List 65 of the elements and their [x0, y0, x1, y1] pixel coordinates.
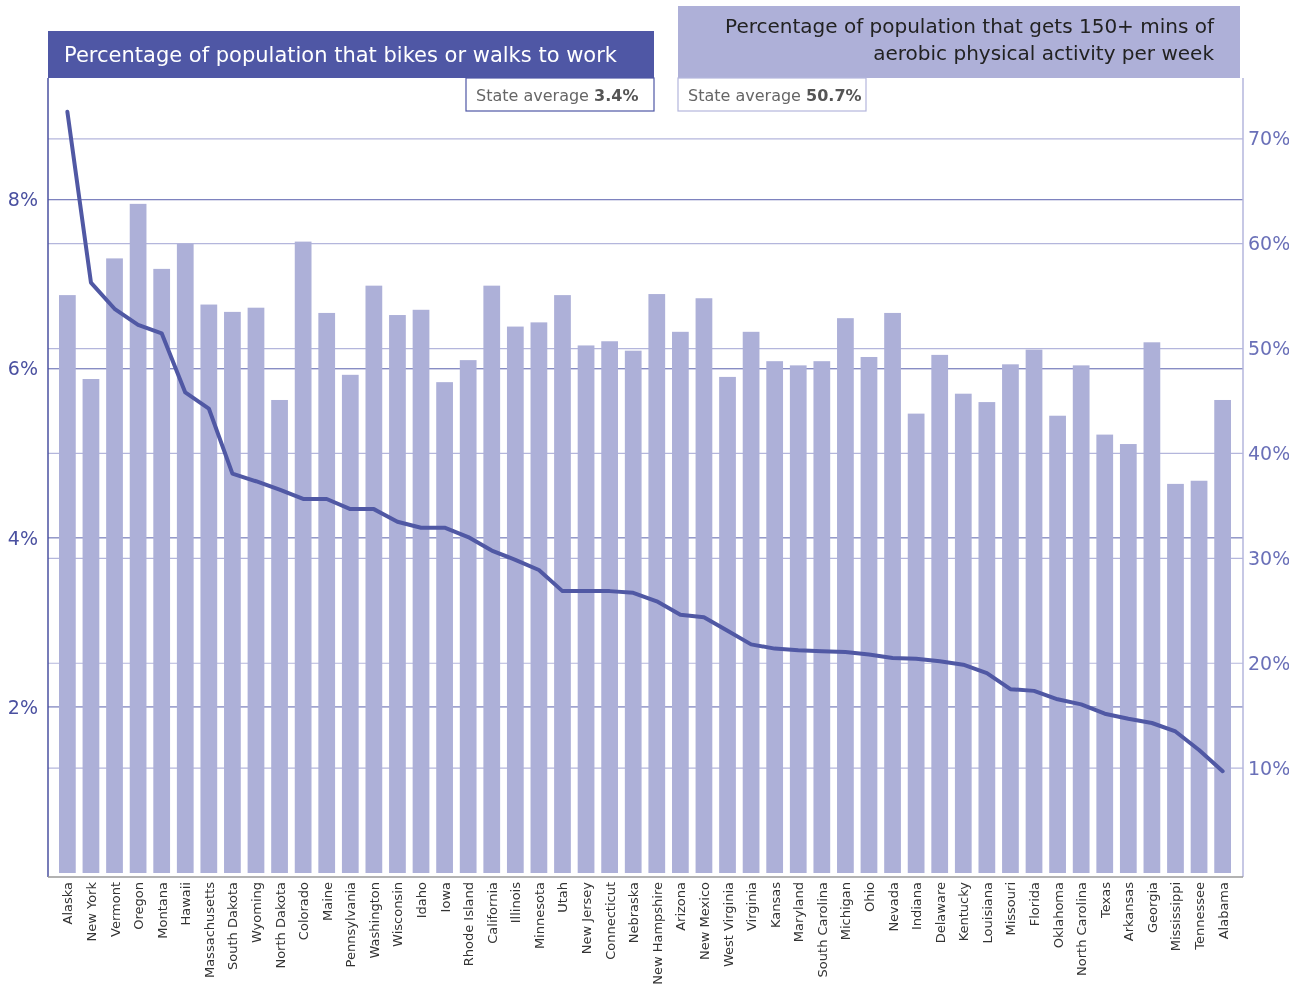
x-tick-label: California	[484, 882, 500, 944]
x-tick-label: Minnesota	[531, 882, 547, 950]
annotation: State average 3.4%	[476, 86, 639, 105]
x-tick-label: Michigan	[838, 882, 854, 941]
y2-tick-label: 30%	[1248, 547, 1289, 570]
x-tick-label: Arkansas	[1121, 881, 1137, 942]
x-tick-label: New York	[83, 881, 99, 942]
x-tick-label: Connecticut	[602, 882, 618, 960]
x-tick-label: South Dakota	[225, 882, 241, 970]
x-tick-label: North Dakota	[272, 882, 288, 969]
y2-tick-label: 50%	[1248, 337, 1289, 360]
y-tick-label: 8%	[7, 188, 38, 211]
annotation: State average 50.7%	[688, 86, 862, 105]
x-tick-label: Florida	[1027, 882, 1043, 927]
x-tick-label: Kentucky	[956, 881, 972, 942]
y2-tick-label: 70%	[1248, 127, 1289, 150]
x-tick-label: Illinois	[508, 881, 524, 924]
y2-tick-label: 10%	[1248, 756, 1289, 779]
x-tick-label: Alaska	[60, 882, 76, 925]
x-tick-label: Oklahoma	[1050, 882, 1066, 949]
x-tick-label: Rhode Island	[461, 882, 477, 967]
x-tick-label: Montana	[154, 882, 170, 939]
x-tick-label: Louisiana	[979, 882, 995, 944]
x-tick-label: Alabama	[1215, 882, 1231, 940]
x-tick-label: Pennsylvania	[343, 882, 359, 968]
x-tick-label: Colorado	[296, 881, 312, 941]
x-tick-label: Wyoming	[248, 882, 264, 944]
y2-tick-label: 60%	[1248, 232, 1289, 255]
x-tick-label: Virginia	[744, 882, 760, 932]
x-tick-label: West Virginia	[720, 882, 736, 968]
x-tick-label: Texas	[1097, 881, 1113, 919]
y-axis-title: Percentage of population that bikes or walks to work	[64, 43, 618, 67]
x-tick-label: Massachusetts	[201, 881, 217, 979]
y2-axis-title: Percentage of population that gets 150+ mins of aerobic physical activity per week	[725, 14, 1215, 65]
x-tick-label: Wisconsin	[390, 882, 406, 947]
y2-tick-label: 20%	[1248, 651, 1289, 674]
x-tick-label: Iowa	[437, 882, 453, 913]
x-tick-label: Georgia	[1144, 882, 1160, 933]
x-tick-label: Mississippi	[1168, 882, 1184, 952]
x-tick-label: Missouri	[1003, 882, 1019, 936]
x-tick-label: Ohio	[861, 881, 877, 913]
x-tick-label: New Jersey	[579, 881, 595, 955]
x-tick-label: Vermont	[107, 882, 123, 937]
x-tick-label: South Carolina	[814, 882, 830, 978]
x-tick-label: New Mexico	[696, 881, 712, 960]
x-tick-label: Tennessee	[1192, 882, 1208, 951]
x-tick-label: Nevada	[885, 882, 901, 932]
x-tick-label: Maryland	[791, 882, 807, 943]
x-tick-label: Kansas	[767, 881, 783, 929]
x-tick-label: Washington	[366, 882, 382, 959]
x-tick-label: Nebraska	[626, 882, 642, 944]
x-tick-label: Arizona	[673, 882, 689, 931]
y-tick-label: 6%	[7, 357, 38, 380]
x-tick-label: Maine	[319, 882, 335, 922]
x-tick-label: New Hampshire	[649, 882, 665, 985]
x-tick-label: Indiana	[909, 882, 925, 931]
x-tick-label: Utah	[555, 882, 571, 913]
x-tick-label: North Carolina	[1074, 882, 1090, 976]
y-tick-label: 2%	[7, 695, 38, 718]
x-tick-label: Oregon	[131, 882, 147, 930]
y-tick-label: 4%	[7, 526, 38, 549]
x-tick-label: Idaho	[414, 881, 430, 919]
x-tick-label: Delaware	[932, 882, 948, 944]
x-tick-label: Hawaii	[178, 882, 194, 926]
y2-tick-label: 40%	[1248, 442, 1289, 465]
